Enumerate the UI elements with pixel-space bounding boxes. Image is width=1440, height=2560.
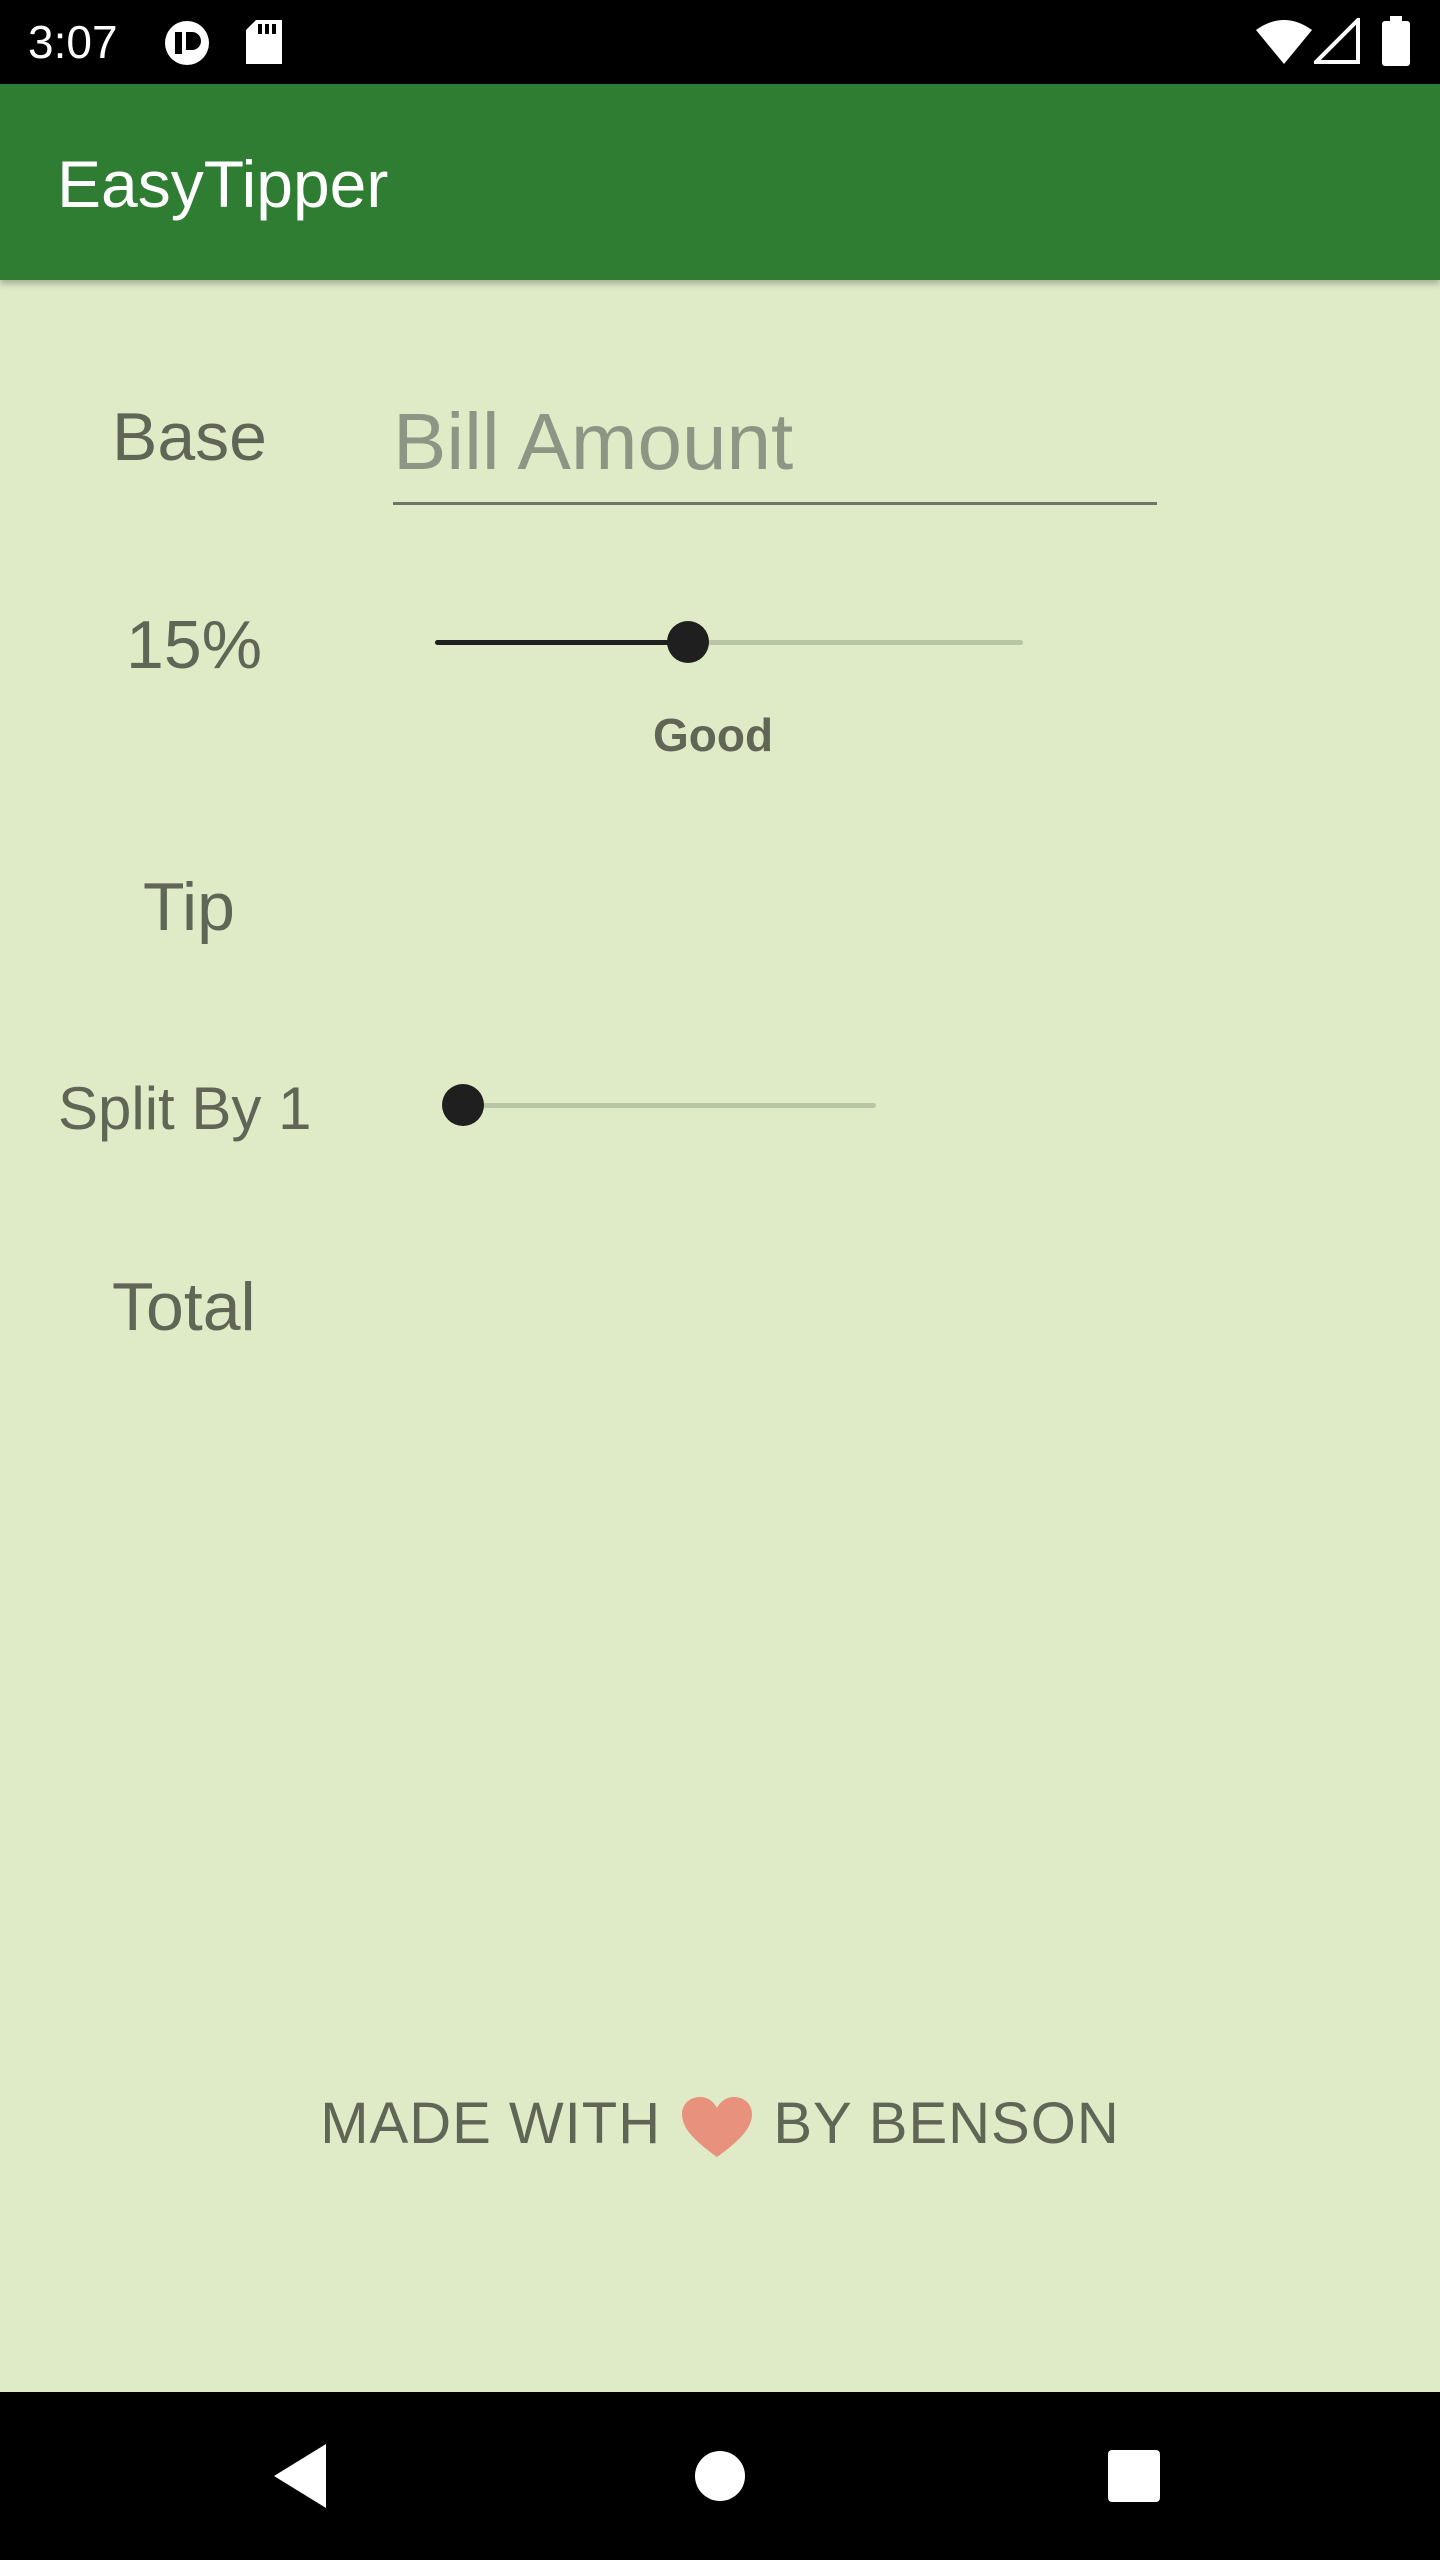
split-label: Split By 1: [58, 1075, 312, 1142]
slider-track: [435, 640, 1023, 645]
battery-icon: [1382, 16, 1410, 66]
sd-card-icon: [246, 20, 282, 64]
heart-icon: [682, 2096, 753, 2157]
slider-fill: [435, 640, 688, 645]
footer-suffix: BY BENSON: [773, 2091, 1120, 2156]
slider-thumb[interactable]: [666, 621, 709, 663]
navigation-bar: [0, 2392, 1440, 2560]
app-notification-icon: [165, 21, 209, 65]
home-icon[interactable]: [636, 2392, 804, 2560]
footer-prefix: MADE WITH: [320, 2091, 662, 2156]
recents-icon[interactable]: [1050, 2392, 1218, 2560]
app-bar: EasyTipper: [0, 84, 1440, 280]
signal-icon: [1314, 18, 1360, 64]
status-time: 3:07: [28, 16, 118, 68]
status-bar: 3:07: [0, 0, 1440, 84]
total-label: Total: [112, 1269, 256, 1345]
slider-thumb[interactable]: [442, 1084, 484, 1126]
base-label: Base: [112, 399, 267, 475]
tip-description: Good: [653, 709, 774, 761]
tip-percent-label: 15%: [126, 607, 263, 683]
slider-track: [463, 1103, 876, 1108]
tip-label: Tip: [143, 869, 235, 945]
back-icon[interactable]: [216, 2392, 384, 2560]
wifi-icon: [1256, 20, 1312, 64]
app-title: EasyTipper: [57, 147, 389, 221]
bill-amount-input[interactable]: [393, 382, 1157, 505]
footer-credit: MADE WITH BY BENSON: [0, 2090, 1440, 2159]
